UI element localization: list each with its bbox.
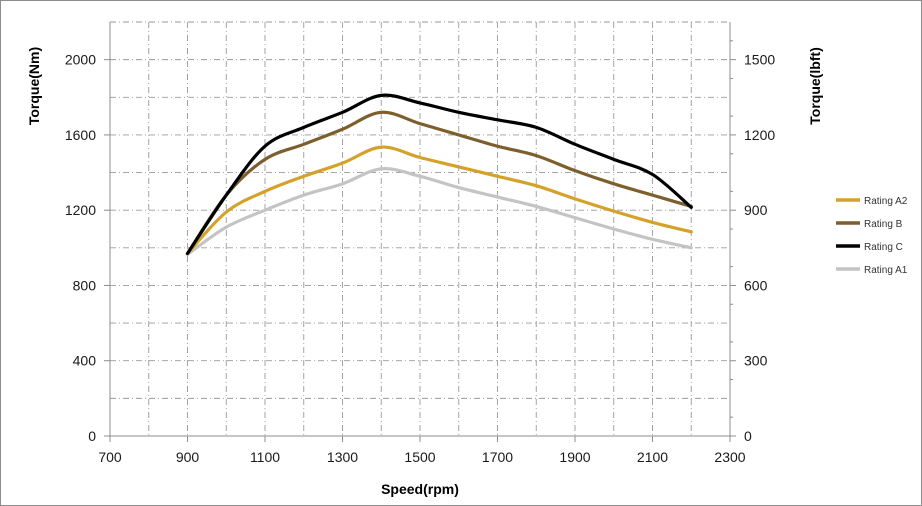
y-tick-label: 400 — [73, 353, 97, 369]
y-tick-label: 1600 — [65, 127, 96, 143]
x-tick-label: 2100 — [637, 449, 668, 465]
series-line-rating-a2 — [185, 145, 693, 256]
y2-tick-label: 600 — [744, 277, 768, 293]
y-axis-title: Torque(Nm) — [26, 47, 42, 125]
x-axis-title: Speed(rpm) — [381, 481, 459, 497]
y-tick-label: 1200 — [65, 202, 96, 218]
series-line-rating-c — [185, 93, 693, 256]
x-tick-label: 1300 — [327, 449, 358, 465]
legend-label-rating-c: Rating C — [864, 242, 903, 253]
y2-tick-label: 0 — [744, 428, 752, 444]
y2-tick-label: 1500 — [744, 52, 775, 68]
x-tick-label: 2300 — [714, 449, 745, 465]
tick-labels: 700 900 1100 1300 1500 1700 1900 2100 2300 0 400 80… — [65, 52, 776, 465]
y2-tick-label: 900 — [744, 202, 768, 218]
series-line-rating-b — [185, 110, 693, 256]
legend-label-rating-a2: Rating A2 — [864, 196, 908, 207]
x-tick-label: 1900 — [559, 449, 590, 465]
axes — [104, 22, 736, 442]
x-tick-label: 1100 — [250, 449, 280, 465]
x-tick-label: 1500 — [404, 449, 435, 465]
x-tick-label: 700 — [98, 449, 122, 465]
y2-tick-label: 300 — [744, 353, 768, 369]
y2-tick-label: 1200 — [744, 127, 775, 143]
legend-label-rating-b: Rating B — [864, 219, 903, 230]
grid-lines — [110, 21, 730, 436]
y-tick-label: 2000 — [65, 52, 96, 68]
y-tick-label: 800 — [73, 277, 97, 293]
legend-label-rating-a1: Rating A1 — [864, 265, 908, 276]
series-layer — [185, 93, 693, 257]
x-tick-label: 900 — [176, 449, 200, 465]
series-line-rating-a1 — [185, 167, 693, 257]
y-tick-label: 0 — [88, 428, 96, 444]
x-tick-label: 1700 — [482, 449, 513, 465]
y2-axis-title: Torque(lbft) — [807, 47, 823, 125]
legend: Rating A2 Rating B Rating C Rating A1 — [836, 196, 908, 276]
